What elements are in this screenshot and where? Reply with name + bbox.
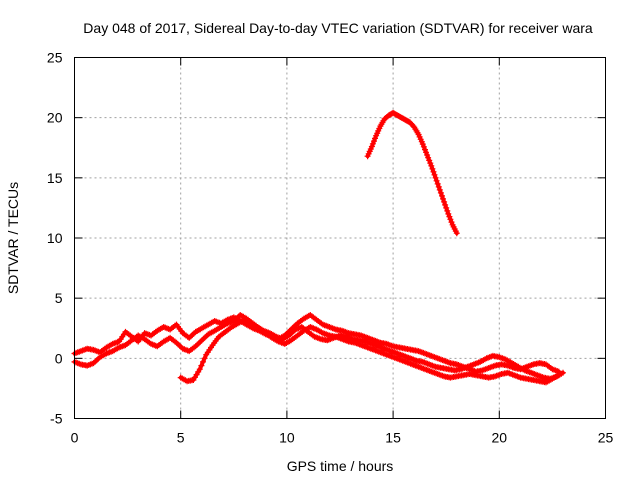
y-tick-label: 5 [55, 290, 63, 306]
data-point [431, 171, 438, 178]
data-point [198, 362, 205, 369]
data-point [420, 143, 427, 150]
data-point [439, 192, 445, 199]
data-point [368, 143, 375, 150]
data-point [437, 189, 444, 196]
data-point [443, 204, 450, 211]
data-point [196, 366, 203, 373]
data-point [440, 195, 446, 202]
data-point [372, 135, 378, 142]
x-tick-label: 20 [492, 430, 508, 446]
data-point [442, 201, 449, 208]
data-series [177, 316, 566, 385]
data-point [430, 168, 437, 175]
data-point [427, 160, 434, 167]
data-point [200, 358, 206, 365]
data-point [447, 216, 454, 223]
y-axis-label: SDTVAR / TECUs [5, 182, 21, 294]
data-point [429, 165, 436, 172]
plot-frame [74, 57, 606, 419]
y-tick-label: 25 [47, 50, 63, 66]
data-point [446, 213, 453, 220]
data-point [424, 152, 431, 158]
data-point [422, 146, 428, 153]
tick-labels: 0 5 10 15 20 25 -5 0 5 10 15 20 25 [47, 50, 614, 446]
data-point [453, 230, 460, 237]
data-point [428, 162, 435, 169]
data-point [436, 186, 443, 193]
data-point [441, 198, 448, 205]
data-point [435, 183, 442, 190]
data-point [426, 157, 433, 164]
data-point [419, 141, 426, 148]
chart-title: Day 048 of 2017, Sidereal Day-to-day VTE… [83, 20, 593, 36]
data-point [433, 177, 440, 184]
data-point [201, 355, 208, 362]
grid [74, 57, 606, 419]
data-series [364, 109, 460, 237]
y-tick-label: -5 [50, 411, 63, 427]
data-point [434, 180, 441, 187]
x-tick-label: 10 [279, 430, 295, 446]
data-point [445, 210, 452, 217]
x-tick-label: 0 [71, 430, 79, 446]
data-point [444, 207, 451, 214]
y-tick-label: 15 [47, 170, 63, 186]
data-point [423, 149, 429, 156]
x-axis-label: GPS time / hours [287, 458, 394, 474]
y-tick-label: 20 [47, 110, 63, 126]
data-point [560, 369, 566, 376]
x-tick-label: 5 [177, 430, 185, 446]
x-tick-label: 25 [598, 430, 614, 446]
data-point [425, 154, 432, 161]
data-point [369, 140, 376, 147]
data-point [432, 174, 439, 181]
y-tick-label: 10 [47, 230, 63, 246]
y-tick-label: 0 [55, 350, 63, 366]
data-point [448, 219, 455, 226]
data-point [371, 138, 377, 145]
x-tick-label: 15 [385, 430, 401, 446]
plot-series [71, 109, 566, 386]
